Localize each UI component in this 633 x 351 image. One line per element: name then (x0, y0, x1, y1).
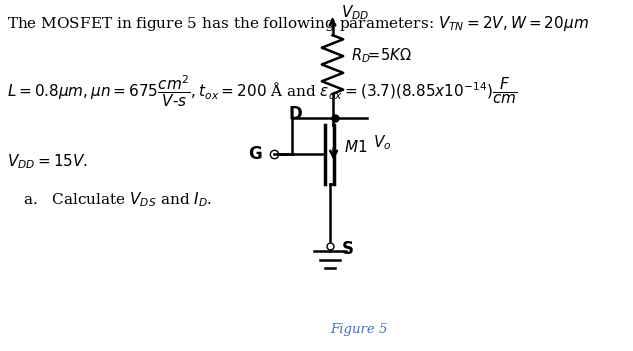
Text: a.   Calculate $V_{DS}$ and $I_D$.: a. Calculate $V_{DS}$ and $I_D$. (23, 191, 212, 209)
Text: Figure 5: Figure 5 (330, 323, 388, 336)
Text: $\mathbf{S}$: $\mathbf{S}$ (341, 241, 353, 258)
Text: $\mathbf{G}$: $\mathbf{G}$ (248, 146, 262, 163)
Text: $\mathbf{D}$: $\mathbf{D}$ (288, 106, 303, 123)
Text: $V_{DD}$: $V_{DD}$ (341, 3, 369, 22)
Text: $V_o$: $V_o$ (373, 133, 391, 152)
Text: The MOSFET in figure 5 has the following parameters: $V_{TN} = 2V, W = 20\mu m$: The MOSFET in figure 5 has the following… (7, 14, 589, 33)
Text: $V_{DD} = 15V.$: $V_{DD} = 15V.$ (7, 153, 88, 171)
Text: $R_D\!\!=\!5K\Omega$: $R_D\!\!=\!5K\Omega$ (351, 46, 412, 65)
Text: $M\mathit{1}$: $M\mathit{1}$ (344, 139, 368, 155)
Text: $L = 0.8\mu m, \mu n = 675\dfrac{cm^2}{V\text{-}s}, t_{ox} = 200$ Å and $\vareps: $L = 0.8\mu m, \mu n = 675\dfrac{cm^2}{V… (7, 73, 517, 108)
